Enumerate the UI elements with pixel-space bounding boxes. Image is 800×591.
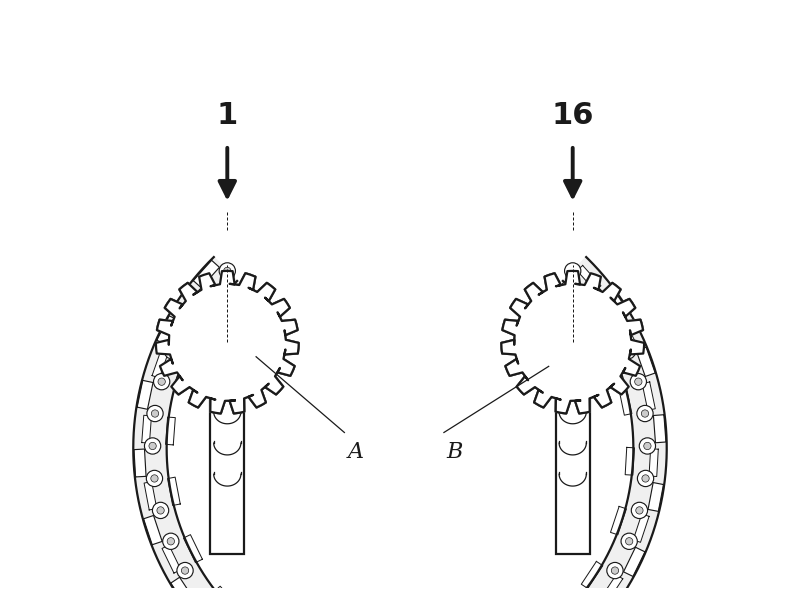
Circle shape [586, 287, 602, 303]
Circle shape [150, 475, 158, 482]
Polygon shape [596, 330, 615, 358]
Bar [556, 342, 590, 554]
Circle shape [590, 291, 598, 299]
Polygon shape [559, 281, 583, 307]
Polygon shape [142, 415, 151, 443]
Polygon shape [623, 547, 645, 576]
Polygon shape [618, 387, 632, 415]
Polygon shape [577, 265, 601, 291]
Polygon shape [179, 291, 202, 318]
Polygon shape [582, 561, 603, 589]
Text: 16: 16 [551, 102, 594, 131]
Circle shape [639, 438, 655, 454]
Circle shape [198, 287, 214, 303]
Polygon shape [170, 577, 194, 591]
Text: 1: 1 [217, 102, 238, 131]
Polygon shape [649, 449, 658, 476]
Polygon shape [156, 271, 298, 414]
Polygon shape [152, 350, 169, 378]
Circle shape [146, 470, 162, 486]
Circle shape [183, 319, 191, 326]
Bar [210, 342, 244, 554]
Circle shape [202, 291, 210, 299]
Bar [569, 339, 576, 346]
Circle shape [636, 506, 643, 514]
Polygon shape [654, 415, 666, 443]
Circle shape [179, 294, 275, 390]
Polygon shape [144, 482, 157, 510]
Circle shape [607, 563, 623, 579]
Circle shape [619, 343, 636, 359]
Circle shape [153, 502, 169, 518]
Circle shape [224, 267, 231, 275]
Polygon shape [156, 271, 298, 414]
Circle shape [638, 470, 654, 486]
Polygon shape [194, 260, 219, 288]
Circle shape [621, 533, 638, 550]
Circle shape [219, 263, 235, 279]
Circle shape [642, 410, 649, 417]
Circle shape [158, 378, 166, 385]
Polygon shape [642, 382, 655, 410]
Circle shape [630, 374, 646, 390]
Circle shape [164, 343, 181, 359]
Polygon shape [137, 381, 153, 410]
Circle shape [177, 563, 193, 579]
Circle shape [182, 567, 189, 574]
Circle shape [609, 319, 617, 326]
Circle shape [145, 438, 161, 454]
Polygon shape [633, 514, 649, 543]
Polygon shape [602, 574, 622, 591]
Polygon shape [167, 477, 180, 505]
Polygon shape [602, 287, 627, 315]
Circle shape [644, 442, 651, 450]
Circle shape [179, 314, 195, 330]
Text: A: A [347, 441, 363, 463]
Circle shape [195, 590, 211, 591]
Circle shape [611, 567, 618, 574]
Circle shape [151, 410, 158, 417]
Circle shape [637, 405, 653, 421]
Polygon shape [183, 535, 202, 563]
Circle shape [605, 314, 621, 330]
Circle shape [157, 506, 164, 514]
Polygon shape [174, 358, 191, 386]
Circle shape [154, 374, 170, 390]
Circle shape [634, 378, 642, 385]
Polygon shape [214, 586, 238, 591]
Circle shape [642, 475, 650, 482]
Polygon shape [617, 319, 636, 347]
Circle shape [525, 294, 621, 390]
Polygon shape [502, 271, 644, 414]
Polygon shape [134, 257, 666, 591]
Circle shape [589, 590, 605, 591]
Polygon shape [157, 316, 178, 345]
Polygon shape [143, 515, 162, 545]
Polygon shape [648, 483, 663, 511]
Circle shape [631, 502, 647, 518]
Circle shape [565, 263, 581, 279]
Circle shape [624, 348, 631, 355]
Circle shape [162, 533, 179, 550]
Polygon shape [162, 545, 181, 573]
Circle shape [149, 442, 156, 450]
Circle shape [167, 538, 174, 545]
Polygon shape [610, 506, 626, 535]
Polygon shape [625, 447, 634, 475]
Circle shape [147, 405, 163, 421]
Polygon shape [199, 304, 221, 332]
Polygon shape [166, 417, 175, 445]
Polygon shape [134, 449, 146, 477]
Circle shape [626, 538, 633, 545]
Circle shape [169, 348, 176, 355]
Bar [224, 339, 231, 346]
Text: B: B [447, 441, 463, 463]
Polygon shape [502, 271, 644, 414]
Polygon shape [636, 347, 655, 376]
